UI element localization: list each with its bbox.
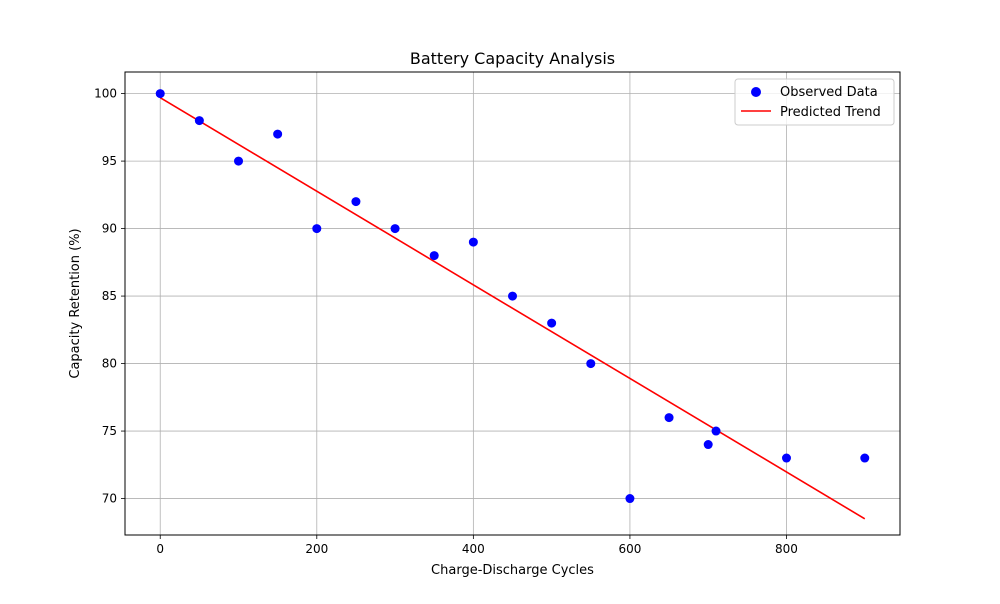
legend-label-predicted: Predicted Trend	[780, 105, 881, 120]
y-tick-label: 70	[102, 492, 117, 506]
x-tick-label: 200	[305, 542, 328, 556]
legend: Observed Data Predicted Trend	[734, 78, 895, 126]
legend-marker-observed	[751, 87, 761, 97]
observed-data-point	[155, 89, 165, 99]
y-tick-label: 100	[94, 87, 117, 101]
axis-ticks: 0 200 400 600 800 70 75 80 85 90 95 100	[94, 87, 798, 556]
legend-box	[734, 78, 895, 126]
y-tick-label: 85	[102, 289, 117, 303]
y-tick-label: 80	[102, 357, 117, 371]
observed-data-point	[390, 224, 400, 234]
observed-data-point	[312, 224, 322, 234]
x-tick-label: 800	[775, 542, 798, 556]
plot-series	[155, 89, 870, 520]
observed-data-point	[194, 116, 204, 126]
x-tick-label: 600	[618, 542, 641, 556]
observed-data-point	[468, 237, 478, 247]
y-tick-label: 95	[102, 154, 117, 168]
x-tick-label: 0	[156, 542, 164, 556]
observed-data-point	[273, 129, 283, 139]
observed-data-point	[508, 291, 517, 301]
observed-data-point	[664, 413, 674, 423]
y-tick-label: 90	[102, 222, 117, 236]
observed-data-point	[711, 426, 721, 436]
chart-title: Battery Capacity Analysis	[410, 49, 615, 68]
observed-data-point	[781, 453, 791, 463]
observed-data-point	[429, 251, 439, 261]
legend-label-observed: Observed Data	[780, 85, 878, 100]
observed-data-point	[351, 197, 361, 207]
x-tick-label: 400	[462, 542, 485, 556]
observed-data-point	[547, 318, 557, 328]
y-axis-label: Capacity Retention (%)	[68, 228, 83, 378]
observed-data-point	[586, 359, 596, 369]
predicted-trend-line	[159, 96, 866, 520]
plot-frame	[124, 71, 901, 536]
observed-data-point	[625, 494, 635, 504]
observed-data-point	[234, 156, 244, 166]
y-tick-label: 75	[102, 424, 117, 438]
observed-data-point	[860, 453, 870, 463]
grid-lines	[125, 72, 900, 535]
observed-data-point	[703, 440, 713, 450]
x-axis-label: Charge-Discharge Cycles	[431, 563, 594, 578]
